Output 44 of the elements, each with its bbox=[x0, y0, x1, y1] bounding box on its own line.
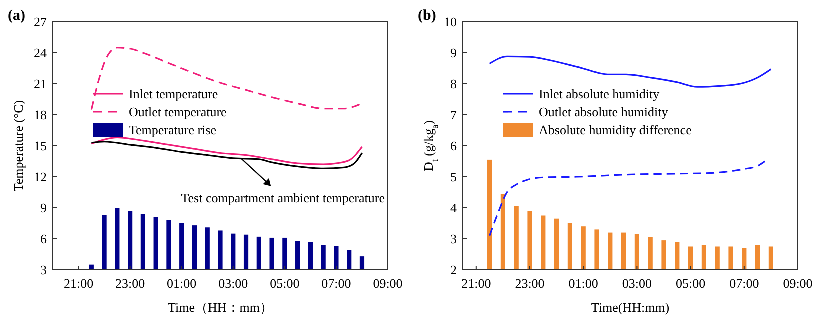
x-axis-title: Time（HH：mm） bbox=[168, 300, 273, 315]
x-axis-title: Time(HH:mm) bbox=[591, 300, 670, 315]
x-tick-label: 01:00 bbox=[167, 276, 197, 291]
legend-label: Outlet absolute humidity bbox=[539, 104, 669, 120]
x-tick-label: 05:00 bbox=[270, 276, 300, 291]
y-tick-label: 8 bbox=[450, 76, 457, 92]
x-tick-label: 23:00 bbox=[115, 276, 146, 291]
annotation: Test compartment ambient temperature bbox=[181, 190, 386, 206]
x-tick-label: 05:00 bbox=[676, 276, 706, 291]
legend-label: Temperature rise bbox=[129, 122, 217, 138]
x-tick-label: 09:00 bbox=[373, 276, 403, 291]
legend-label: Outlet temperature bbox=[129, 104, 228, 120]
x-tick-label: 07:00 bbox=[322, 276, 352, 291]
x-tick-label: 21:00 bbox=[64, 276, 94, 291]
y-tick-label: 2 bbox=[450, 262, 457, 278]
chart-title: (a) bbox=[8, 8, 26, 24]
x-tick-label: 23:00 bbox=[515, 276, 545, 291]
legend-label: Inlet temperature bbox=[129, 86, 218, 102]
chart-title: (b) bbox=[418, 8, 436, 24]
legend-label: Inlet absolute humidity bbox=[539, 86, 660, 102]
y-tick-label: 3 bbox=[450, 232, 457, 247]
y-tick-label: 21 bbox=[34, 76, 47, 92]
x-tick-label: 03:00 bbox=[622, 276, 652, 291]
y-tick-label: 6 bbox=[450, 138, 458, 154]
y-tick-label: 7 bbox=[450, 108, 458, 123]
y-tick-label: 5 bbox=[450, 170, 457, 185]
y-tick-label: 18 bbox=[34, 108, 47, 123]
y-tick-label: 9 bbox=[450, 46, 457, 61]
y-tick-label: 4 bbox=[450, 200, 458, 216]
x-tick-label: 03:00 bbox=[218, 276, 248, 291]
x-tick-label: 09:00 bbox=[783, 276, 813, 291]
y-tick-label: 27 bbox=[34, 14, 48, 30]
y-tick-label: 6 bbox=[40, 232, 48, 247]
x-tick-label: 21:00 bbox=[462, 276, 492, 291]
y-tick-label: 9 bbox=[40, 200, 47, 216]
x-tick-label: 01:00 bbox=[568, 276, 598, 291]
y-tick-label: 10 bbox=[444, 14, 457, 30]
y-axis-title: Temperature (°C) bbox=[11, 100, 26, 192]
y-tick-label: 3 bbox=[40, 262, 47, 278]
x-tick-label: 07:00 bbox=[730, 276, 760, 291]
y-tick-label: 24 bbox=[34, 46, 48, 61]
legend-label: Absolute humidity difference bbox=[539, 122, 692, 138]
y-tick-label: 12 bbox=[34, 170, 47, 185]
y-tick-label: 15 bbox=[34, 138, 47, 154]
